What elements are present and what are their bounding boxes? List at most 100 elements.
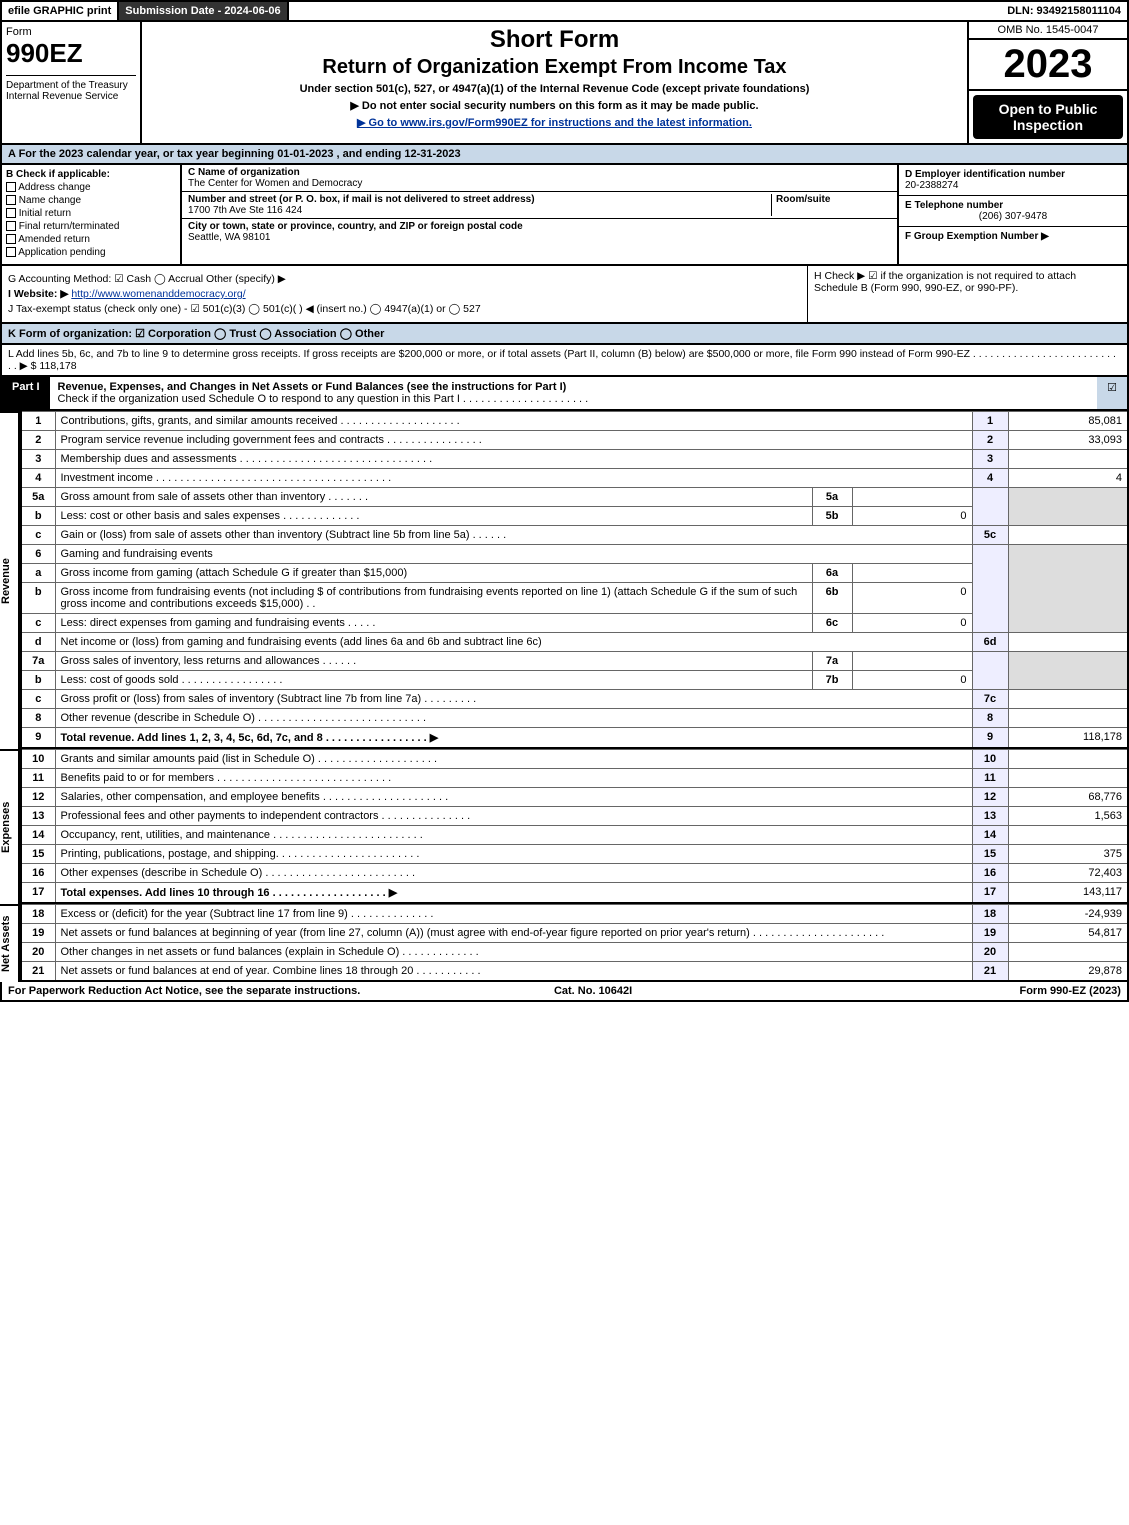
- row-6c: cLess: direct expenses from gaming and f…: [21, 614, 1128, 633]
- chk-amended-return-label: Amended return: [18, 234, 90, 245]
- row-17: 17Total expenses. Add lines 10 through 1…: [21, 883, 1128, 904]
- goto-link[interactable]: ▶ Go to www.irs.gov/Form990EZ for instru…: [146, 116, 963, 129]
- section-b-label: B Check if applicable:: [6, 169, 176, 180]
- part1-title: Revenue, Expenses, and Changes in Net As…: [50, 377, 1097, 409]
- city-value: Seattle, WA 98101: [188, 232, 270, 243]
- footer-left: For Paperwork Reduction Act Notice, see …: [8, 985, 360, 997]
- top-bar: efile GRAPHIC print Submission Date - 20…: [0, 0, 1129, 20]
- phone-value: (206) 307-9478: [905, 211, 1121, 222]
- line-i: I Website: ▶ http://www.womenanddemocrac…: [8, 288, 801, 300]
- page-footer: For Paperwork Reduction Act Notice, see …: [0, 982, 1129, 1002]
- expenses-table: 10Grants and similar amounts paid (list …: [20, 749, 1129, 904]
- chk-address-change-label: Address change: [18, 182, 90, 193]
- dept-label: Department of the Treasury: [6, 75, 136, 91]
- main-title: Return of Organization Exempt From Incom…: [146, 56, 963, 79]
- chk-amended-return[interactable]: Amended return: [6, 234, 176, 245]
- row-11: 11Benefits paid to or for members . . . …: [21, 769, 1128, 788]
- ein-value: 20-2388274: [905, 180, 1121, 191]
- part1-tag: Part I: [2, 377, 50, 409]
- row-6: 6Gaming and fundraising events: [21, 545, 1128, 564]
- row-17-desc: Total expenses. Add lines 10 through 16 …: [61, 887, 398, 899]
- line-h: H Check ▶ ☑ if the organization is not r…: [807, 266, 1127, 322]
- org-name: The Center for Women and Democracy: [188, 178, 362, 189]
- website-label: I Website: ▶: [8, 288, 68, 300]
- row-7a: 7aGross sales of inventory, less returns…: [21, 652, 1128, 671]
- row-6b: bGross income from fundraising events (n…: [21, 583, 1128, 614]
- netassets-vlabel: Net Assets: [0, 904, 20, 982]
- website-link[interactable]: http://www.womenanddemocracy.org/: [71, 288, 245, 300]
- room-label: Room/suite: [776, 194, 830, 205]
- row-12: 12Salaries, other compensation, and empl…: [21, 788, 1128, 807]
- row-3: 3Membership dues and assessments . . . .…: [21, 450, 1128, 469]
- row-15: 15Printing, publications, postage, and s…: [21, 845, 1128, 864]
- efile-label: efile GRAPHIC print: [2, 2, 119, 20]
- chk-final-return[interactable]: Final return/terminated: [6, 221, 176, 232]
- form-word: Form: [6, 26, 136, 38]
- row-21: 21Net assets or fund balances at end of …: [21, 962, 1128, 982]
- form-number: 990EZ: [6, 38, 136, 69]
- row-6a: aGross income from gaming (attach Schedu…: [21, 564, 1128, 583]
- netassets-section: Net Assets 18Excess or (deficit) for the…: [0, 904, 1129, 982]
- section-b: B Check if applicable: Address change Na…: [2, 165, 182, 264]
- part1-title-text: Revenue, Expenses, and Changes in Net As…: [58, 381, 567, 393]
- chk-initial-return-label: Initial return: [19, 208, 71, 219]
- chk-application-pending-label: Application pending: [18, 247, 105, 258]
- open-to-public: Open to Public Inspection: [973, 95, 1123, 139]
- row-16: 16Other expenses (describe in Schedule O…: [21, 864, 1128, 883]
- row-9: 9Total revenue. Add lines 1, 2, 3, 4, 5c…: [21, 728, 1128, 749]
- header-left: Form 990EZ Department of the Treasury In…: [2, 22, 142, 143]
- entity-block: B Check if applicable: Address change Na…: [0, 165, 1129, 266]
- irs-link[interactable]: ▶ Go to www.irs.gov/Form990EZ for instru…: [357, 117, 752, 129]
- revenue-vlabel: Revenue: [0, 411, 20, 749]
- chk-address-change[interactable]: Address change: [6, 182, 176, 193]
- expenses-vlabel: Expenses: [0, 749, 20, 904]
- short-form-title: Short Form: [146, 26, 963, 54]
- row-6d: dNet income or (loss) from gaming and fu…: [21, 633, 1128, 652]
- submission-date: Submission Date - 2024-06-06: [119, 2, 288, 20]
- row-8: 8Other revenue (describe in Schedule O) …: [21, 709, 1128, 728]
- row-18: 18Excess or (deficit) for the year (Subt…: [21, 905, 1128, 924]
- part1-header: Part I Revenue, Expenses, and Changes in…: [0, 377, 1129, 411]
- expenses-section: Expenses 10Grants and similar amounts pa…: [0, 749, 1129, 904]
- revenue-table: 1Contributions, gifts, grants, and simil…: [20, 411, 1129, 749]
- meta-left: G Accounting Method: ☑ Cash ◯ Accrual Ot…: [2, 266, 807, 322]
- phone-label: E Telephone number: [905, 200, 1121, 211]
- city-label: City or town, state or province, country…: [188, 221, 523, 232]
- chk-final-return-label: Final return/terminated: [19, 221, 120, 232]
- org-name-label: C Name of organization: [188, 167, 300, 178]
- row-4: 4Investment income . . . . . . . . . . .…: [21, 469, 1128, 488]
- header-center: Short Form Return of Organization Exempt…: [142, 22, 967, 143]
- chk-name-change-label: Name change: [19, 195, 81, 206]
- part1-checkbox[interactable]: ☑: [1097, 377, 1127, 409]
- line-j: J Tax-exempt status (check only one) - ☑…: [8, 303, 801, 315]
- row-5b: bLess: cost or other basis and sales exp…: [21, 507, 1128, 526]
- row-7c: cGross profit or (loss) from sales of in…: [21, 690, 1128, 709]
- chk-initial-return[interactable]: Initial return: [6, 208, 176, 219]
- netassets-table: 18Excess or (deficit) for the year (Subt…: [20, 904, 1129, 982]
- section-def: D Employer identification number 20-2388…: [897, 165, 1127, 264]
- ein-label: D Employer identification number: [905, 169, 1121, 180]
- row-13: 13Professional fees and other payments t…: [21, 807, 1128, 826]
- row-14: 14Occupancy, rent, utilities, and mainte…: [21, 826, 1128, 845]
- row-5c: cGain or (loss) from sale of assets othe…: [21, 526, 1128, 545]
- dln: DLN: 93492158011104: [1001, 2, 1127, 20]
- line-l: L Add lines 5b, 6c, and 7b to line 9 to …: [0, 345, 1129, 377]
- row-9-desc: Total revenue. Add lines 1, 2, 3, 4, 5c,…: [61, 732, 439, 744]
- line-g: G Accounting Method: ☑ Cash ◯ Accrual Ot…: [8, 273, 801, 285]
- street-value: 1700 7th Ave Ste 116 424: [188, 205, 302, 216]
- chk-name-change[interactable]: Name change: [6, 195, 176, 206]
- omb-number: OMB No. 1545-0047: [969, 22, 1127, 40]
- footer-right: Form 990-EZ (2023): [1019, 985, 1120, 997]
- group-exempt-label: F Group Exemption Number ▶: [905, 231, 1121, 242]
- ssn-warning: ▶ Do not enter social security numbers o…: [146, 99, 963, 112]
- form-header: Form 990EZ Department of the Treasury In…: [0, 20, 1129, 145]
- revenue-section: Revenue 1Contributions, gifts, grants, a…: [0, 411, 1129, 749]
- footer-mid: Cat. No. 10642I: [554, 985, 632, 997]
- row-20: 20Other changes in net assets or fund ba…: [21, 943, 1128, 962]
- header-right: OMB No. 1545-0047 2023 Open to Public In…: [967, 22, 1127, 143]
- street-label: Number and street (or P. O. box, if mail…: [188, 194, 535, 205]
- section-c: C Name of organization The Center for Wo…: [182, 165, 897, 264]
- under-section: Under section 501(c), 527, or 4947(a)(1)…: [146, 83, 963, 95]
- row-2: 2Program service revenue including gover…: [21, 431, 1128, 450]
- chk-application-pending[interactable]: Application pending: [6, 247, 176, 258]
